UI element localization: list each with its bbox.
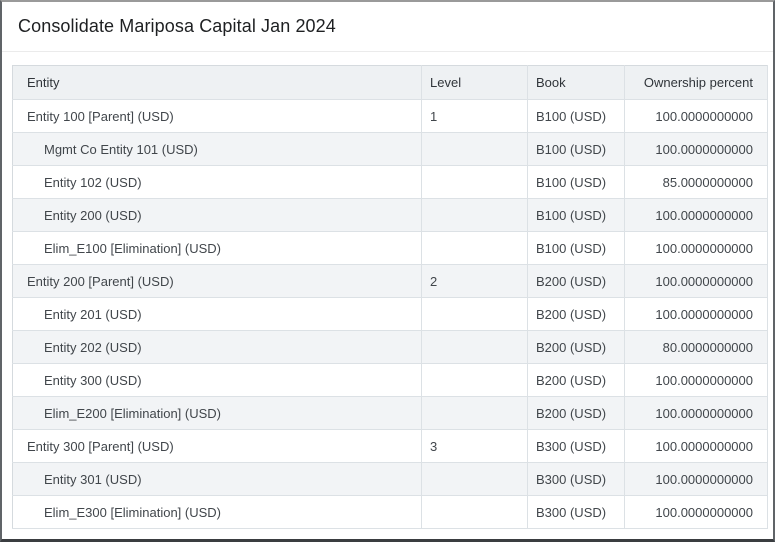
entity-cell: Entity 200 [Parent] (USD) — [12, 264, 422, 298]
level-cell — [421, 495, 528, 529]
level-cell — [421, 396, 528, 430]
level-cell — [421, 231, 528, 265]
book-cell: B200 (USD) — [527, 363, 625, 397]
ownership-cell: 100.0000000000 — [624, 297, 768, 331]
entity-cell: Entity 301 (USD) — [12, 462, 422, 496]
table-row: Entity 201 (USD) B200 (USD) 100.00000000… — [12, 297, 768, 331]
book-cell: B100 (USD) — [527, 132, 625, 166]
level-cell — [421, 132, 528, 166]
table-row: Entity 100 [Parent] (USD) 1 B100 (USD) 1… — [12, 99, 768, 133]
book-cell: B100 (USD) — [527, 231, 625, 265]
title-bar: Consolidate Mariposa Capital Jan 2024 — [2, 2, 773, 52]
ownership-cell: 100.0000000000 — [624, 132, 768, 166]
page-title: Consolidate Mariposa Capital Jan 2024 — [18, 16, 336, 36]
level-cell — [421, 363, 528, 397]
book-cell: B300 (USD) — [527, 429, 625, 463]
book-cell: B100 (USD) — [527, 165, 625, 199]
level-cell: 3 — [421, 429, 528, 463]
ownership-cell: 100.0000000000 — [624, 363, 768, 397]
ownership-cell: 100.0000000000 — [624, 429, 768, 463]
table-row: Elim_E200 [Elimination] (USD) B200 (USD)… — [12, 396, 768, 430]
entity-cell: Mgmt Co Entity 101 (USD) — [12, 132, 422, 166]
ownership-cell: 100.0000000000 — [624, 495, 768, 529]
entity-cell: Entity 202 (USD) — [12, 330, 422, 364]
entity-cell: Entity 300 (USD) — [12, 363, 422, 397]
book-cell: B200 (USD) — [527, 264, 625, 298]
ownership-table: Entity Level Book Ownership percent Enti… — [12, 65, 768, 529]
table-row: Entity 200 [Parent] (USD) 2 B200 (USD) 1… — [12, 264, 768, 298]
report-content: Entity Level Book Ownership percent Enti… — [12, 65, 768, 529]
column-header-entity: Entity — [12, 65, 422, 100]
level-cell — [421, 330, 528, 364]
ownership-cell: 100.0000000000 — [624, 99, 768, 133]
table-row: Mgmt Co Entity 101 (USD) B100 (USD) 100.… — [12, 132, 768, 166]
level-cell — [421, 297, 528, 331]
book-cell: B300 (USD) — [527, 495, 625, 529]
table-row: Elim_E100 [Elimination] (USD) B100 (USD)… — [12, 231, 768, 265]
entity-cell: Elim_E300 [Elimination] (USD) — [12, 495, 422, 529]
table-row: Entity 200 (USD) B100 (USD) 100.00000000… — [12, 198, 768, 232]
table-row: Entity 301 (USD) B300 (USD) 100.00000000… — [12, 462, 768, 496]
table-row: Entity 202 (USD) B200 (USD) 80.000000000… — [12, 330, 768, 364]
entity-cell: Entity 300 [Parent] (USD) — [12, 429, 422, 463]
table-row: Entity 300 (USD) B200 (USD) 100.00000000… — [12, 363, 768, 397]
table-header-row: Entity Level Book Ownership percent — [12, 65, 768, 100]
table-row: Elim_E300 [Elimination] (USD) B300 (USD)… — [12, 495, 768, 529]
column-header-book: Book — [527, 65, 625, 100]
level-cell — [421, 462, 528, 496]
ownership-cell: 100.0000000000 — [624, 264, 768, 298]
column-header-level: Level — [421, 65, 528, 100]
book-cell: B200 (USD) — [527, 396, 625, 430]
entity-cell: Entity 100 [Parent] (USD) — [12, 99, 422, 133]
ownership-cell: 100.0000000000 — [624, 396, 768, 430]
table-row: Entity 102 (USD) B100 (USD) 85.000000000… — [12, 165, 768, 199]
entity-cell: Entity 201 (USD) — [12, 297, 422, 331]
ownership-cell: 80.0000000000 — [624, 330, 768, 364]
level-cell: 2 — [421, 264, 528, 298]
ownership-cell: 100.0000000000 — [624, 231, 768, 265]
book-cell: B100 (USD) — [527, 99, 625, 133]
ownership-cell: 100.0000000000 — [624, 462, 768, 496]
ownership-cell: 100.0000000000 — [624, 198, 768, 232]
level-cell: 1 — [421, 99, 528, 133]
table-row: Entity 300 [Parent] (USD) 3 B300 (USD) 1… — [12, 429, 768, 463]
entity-cell: Entity 102 (USD) — [12, 165, 422, 199]
entity-cell: Elim_E100 [Elimination] (USD) — [12, 231, 422, 265]
level-cell — [421, 165, 528, 199]
book-cell: B100 (USD) — [527, 198, 625, 232]
entity-cell: Elim_E200 [Elimination] (USD) — [12, 396, 422, 430]
column-header-ownership-percent: Ownership percent — [624, 65, 768, 100]
entity-cell: Entity 200 (USD) — [12, 198, 422, 232]
level-cell — [421, 198, 528, 232]
table-body: Entity 100 [Parent] (USD) 1 B100 (USD) 1… — [12, 99, 768, 529]
book-cell: B200 (USD) — [527, 297, 625, 331]
book-cell: B300 (USD) — [527, 462, 625, 496]
book-cell: B200 (USD) — [527, 330, 625, 364]
ownership-cell: 85.0000000000 — [624, 165, 768, 199]
